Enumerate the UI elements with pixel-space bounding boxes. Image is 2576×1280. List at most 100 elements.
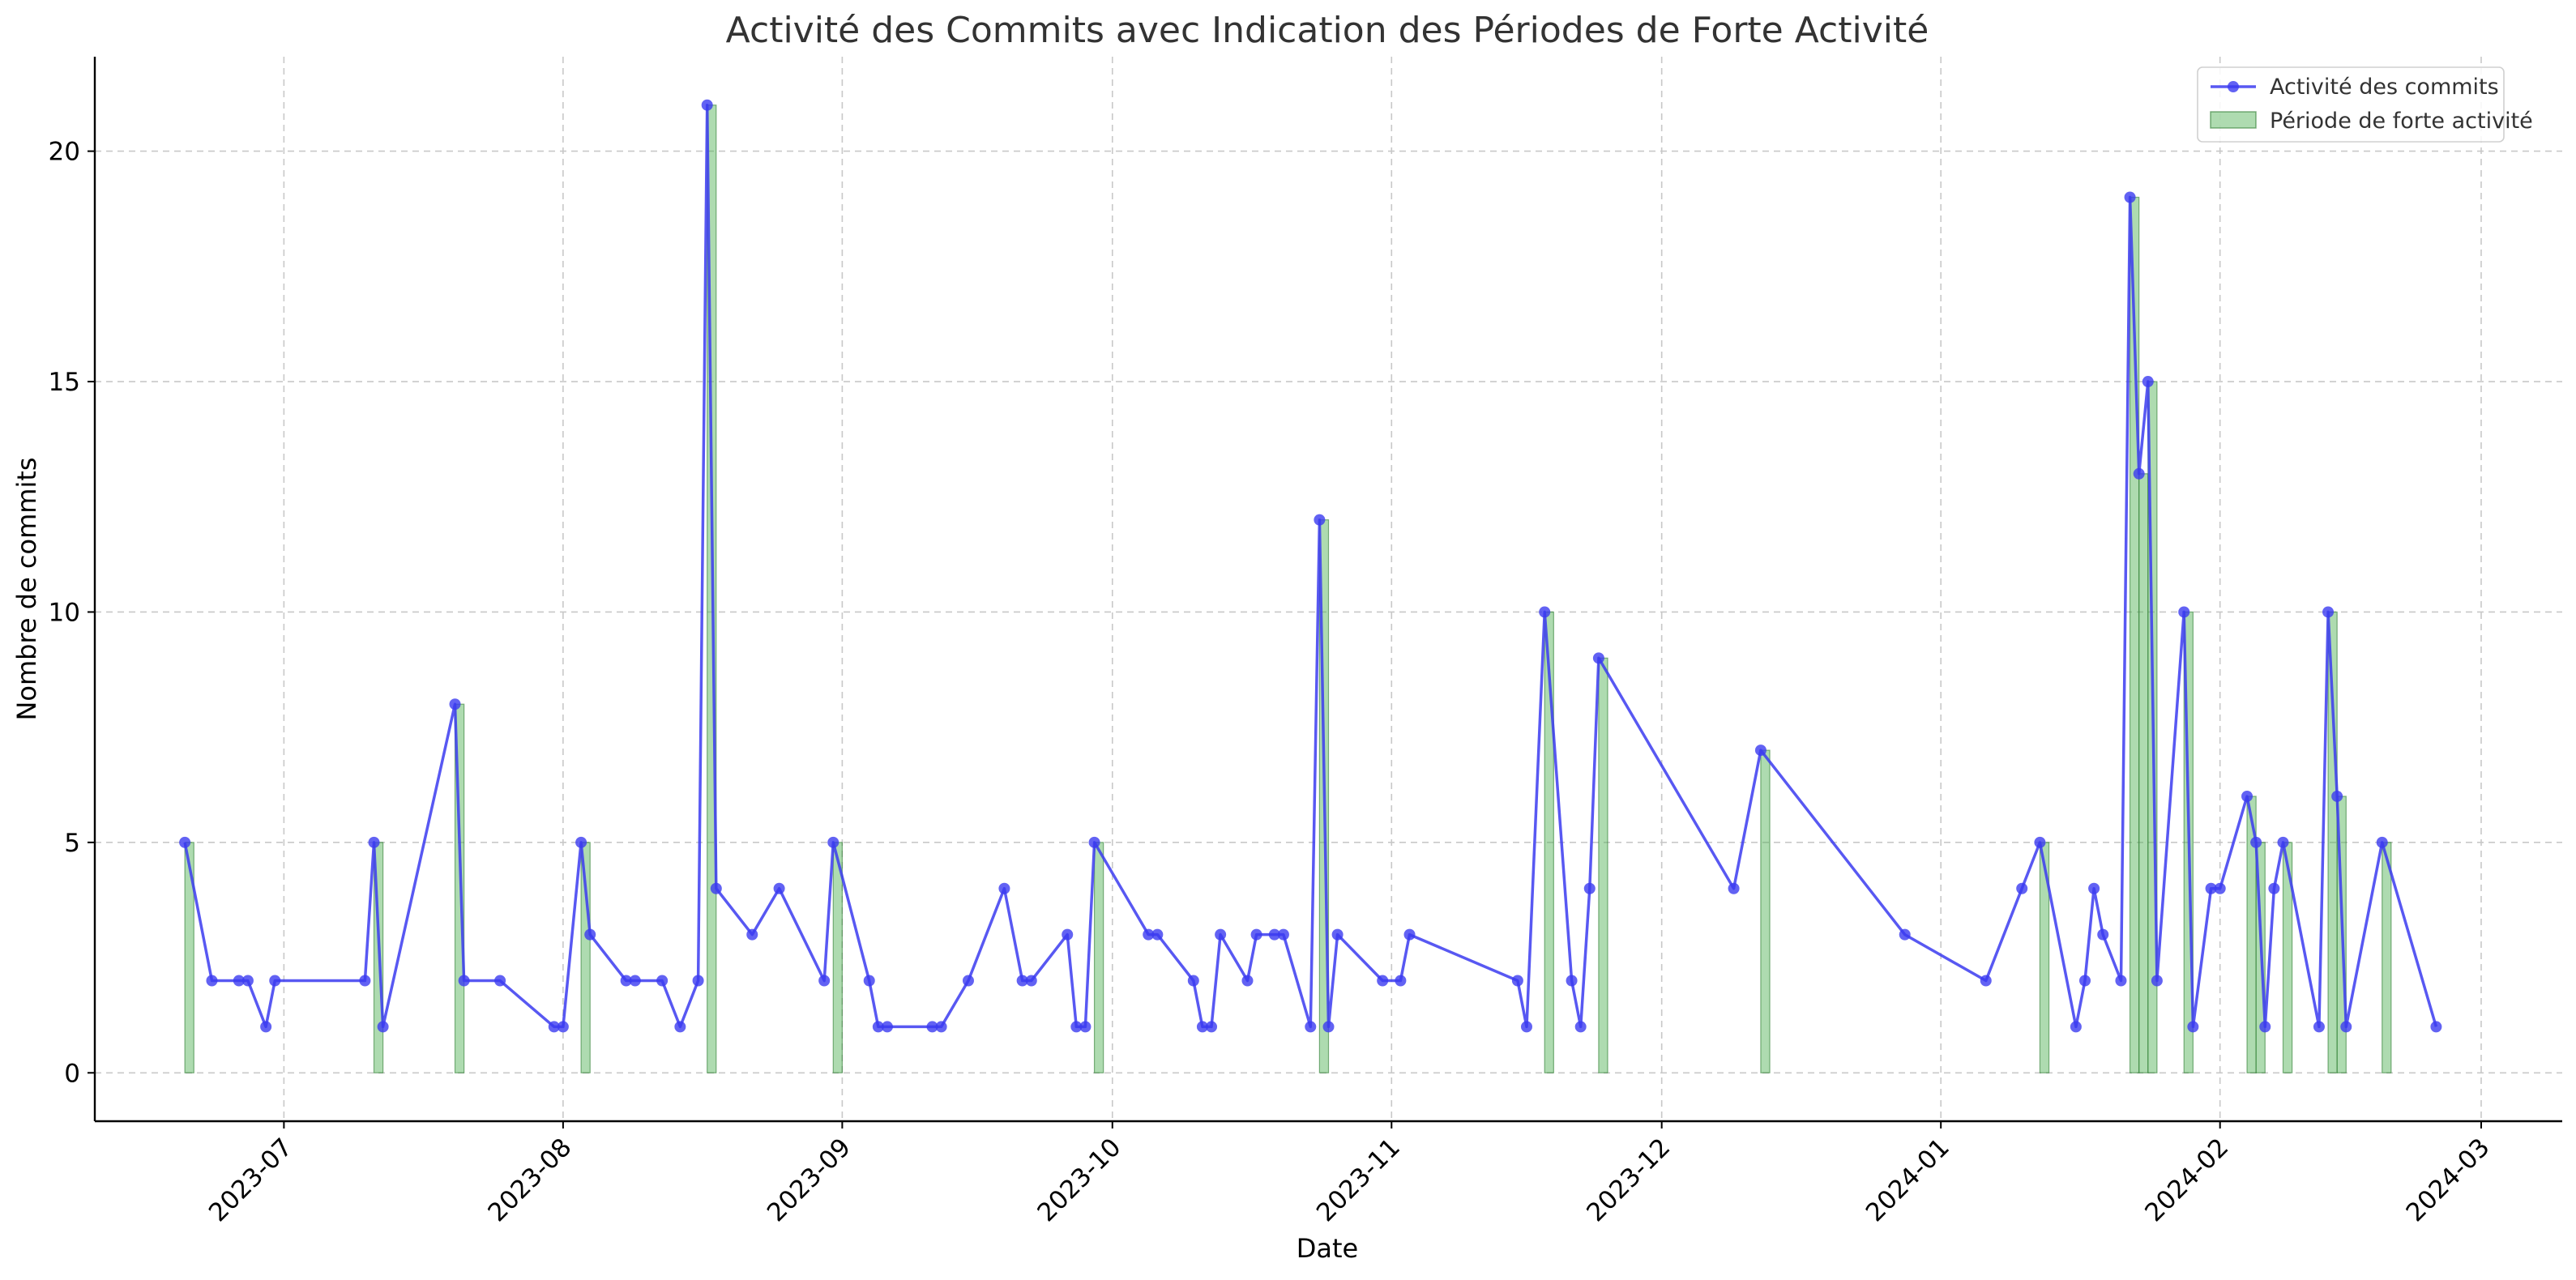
x-tick-label: 2023-08: [482, 1133, 577, 1227]
legend-frame: [2197, 66, 2505, 143]
commit-data-point: [710, 882, 722, 894]
commit-data-point: [1079, 1021, 1091, 1033]
commit-data-point: [2250, 836, 2262, 848]
commit-data-point: [2277, 836, 2289, 848]
commit-data-point: [206, 975, 218, 987]
commit-data-point: [1331, 928, 1344, 941]
commit-activity-line: [183, 103, 2438, 1029]
commit-data-point: [2241, 790, 2253, 802]
commit-data-point: [1511, 975, 1523, 987]
y-tick-label: 0: [64, 1059, 80, 1088]
x-tick-label: 2024-03: [2401, 1133, 2496, 1227]
commit-data-point: [2088, 882, 2100, 894]
high-activity-bar: [1598, 657, 1608, 1073]
commit-data-point: [773, 882, 785, 894]
commit-data-point: [1314, 514, 1326, 526]
commit-data-point: [2187, 1021, 2199, 1033]
commit-data-point: [1403, 928, 1416, 941]
commit-data-point: [1206, 1021, 1218, 1033]
commit-data-point: [575, 836, 587, 848]
commit-data-point: [2331, 790, 2343, 802]
high-activity-bars: [184, 105, 2392, 1073]
commit-data-point: [1070, 1021, 1083, 1033]
commit-data-point: [1899, 928, 1911, 941]
commit-data-point: [872, 1021, 884, 1033]
y-tick-label: 10: [49, 598, 80, 627]
commit-data-point: [926, 1021, 938, 1033]
commit-data-point: [2178, 606, 2190, 618]
commit-data-point: [2313, 1021, 2325, 1033]
commit-data-point: [1566, 975, 1578, 987]
commit-data-point: [557, 1021, 569, 1033]
commit-data-point: [494, 975, 506, 987]
commit-data-point: [377, 1021, 389, 1033]
commit-data-point: [818, 975, 831, 987]
y-tick-label: 5: [64, 829, 80, 858]
commit-data-point: [179, 836, 191, 848]
commit-data-point: [2097, 928, 2109, 941]
commit-data-point: [2133, 467, 2145, 480]
commit-data-point: [2259, 1021, 2271, 1033]
commit-data-point: [584, 928, 596, 941]
high-activity-bar: [2138, 473, 2149, 1073]
commit-data-point: [1728, 882, 1740, 894]
commit-data-point: [1250, 928, 1262, 941]
commit-data-point: [1196, 1021, 1208, 1033]
commit-data-point: [2268, 882, 2280, 894]
commit-data-point: [1305, 1021, 1317, 1033]
commit-data-point: [368, 836, 380, 848]
commit-data-point: [1241, 975, 1254, 987]
x-tick-label: 2023-09: [762, 1133, 857, 1227]
commit-data-point: [1016, 975, 1028, 987]
commit-data-point: [962, 975, 974, 987]
commit-data-point: [548, 1021, 560, 1033]
commit-data-point: [1143, 928, 1155, 941]
commit-data-point: [2322, 606, 2335, 618]
commit-data-point: [1592, 652, 1604, 664]
commit-data-point: [1322, 1021, 1335, 1033]
high-activity-bar: [1093, 842, 1104, 1073]
commit-data-point: [241, 975, 254, 987]
commit-data-point: [620, 975, 632, 987]
commit-data-point: [1215, 928, 1227, 941]
commit-data-point: [458, 975, 470, 987]
commit-data-point: [2340, 1021, 2352, 1033]
commit-data-point: [827, 836, 839, 848]
commit-data-point: [998, 882, 1010, 894]
x-tick-label: 2023-12: [1581, 1133, 1676, 1227]
commit-data-point: [449, 698, 461, 710]
commit-data-point: [656, 975, 669, 987]
commit-data-point: [1583, 882, 1596, 894]
commit-activity-polyline: [183, 103, 2438, 1029]
commit-data-point: [2151, 975, 2163, 987]
high-activity-bar: [2382, 842, 2392, 1073]
x-axis-label: Date: [1297, 1233, 1358, 1264]
commit-data-point: [2115, 975, 2127, 987]
commit-data-point: [2034, 836, 2046, 848]
commit-data-point: [2079, 975, 2091, 987]
commit-data-point: [863, 975, 875, 987]
x-tick-label: 2024-01: [1860, 1133, 1955, 1227]
commit-data-point: [701, 99, 713, 111]
commit-data-point: [1025, 975, 1037, 987]
commit-data-point: [674, 1021, 686, 1033]
commit-data-point: [233, 975, 245, 987]
commit-data-point: [2124, 191, 2136, 203]
y-tick-label: 20: [49, 138, 80, 167]
commit-data-point: [260, 1021, 272, 1033]
commit-data-point: [1980, 975, 1992, 987]
commit-data-point: [881, 1021, 893, 1033]
commit-data-point: [1520, 1021, 1532, 1033]
commit-data-point: [1539, 606, 1551, 618]
commit-data-point: [2070, 1021, 2082, 1033]
y-axis-label: Nombre de commits: [11, 457, 42, 720]
x-tick-label: 2024-02: [2139, 1133, 2234, 1227]
commit-data-point: [359, 975, 371, 987]
legend-label-commits: Activité des commits: [2270, 75, 2499, 100]
y-axis-ticks: 0 5 10 15 20: [49, 138, 95, 1088]
commit-data-point: [1277, 928, 1289, 941]
legend-marker-swatch: [2228, 81, 2239, 92]
commit-data-point: [1574, 1021, 1587, 1033]
x-tick-label: 2023-07: [203, 1133, 298, 1227]
commit-data-point: [692, 975, 704, 987]
